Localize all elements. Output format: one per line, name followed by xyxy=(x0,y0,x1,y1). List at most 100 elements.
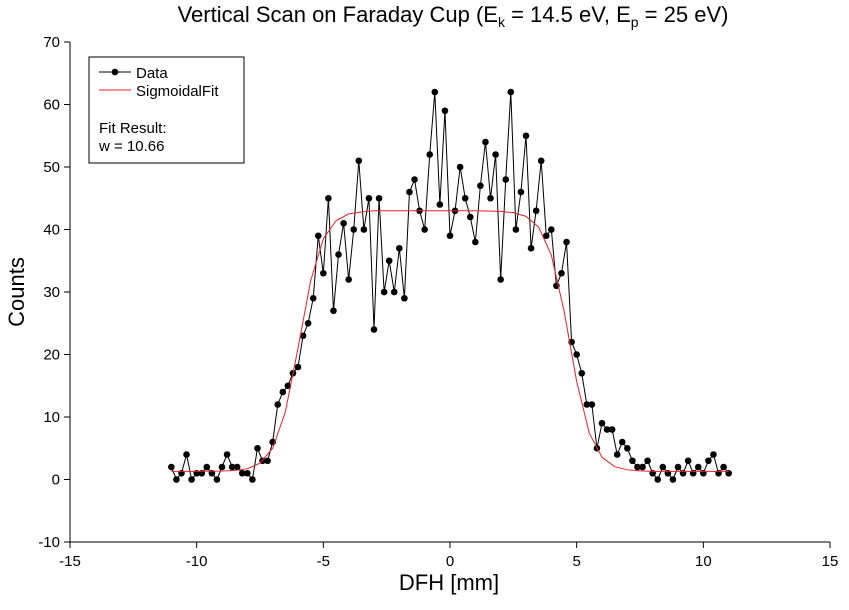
data-point xyxy=(218,463,226,471)
data-point xyxy=(375,194,383,202)
data-point xyxy=(264,457,271,465)
data-point xyxy=(390,288,398,296)
legend: Data SigmoidalFit Fit Result: w = 10.66 xyxy=(88,56,245,164)
x-tick-label: -5 xyxy=(317,553,330,570)
chart-title: Vertical Scan on Faraday Cup (Ek = 14.5 … xyxy=(178,2,729,30)
data-point xyxy=(710,451,717,458)
data-point xyxy=(365,194,373,202)
data-point xyxy=(304,319,312,327)
data-point xyxy=(233,463,241,471)
data-point xyxy=(314,232,322,240)
series-line xyxy=(170,91,730,481)
data-point xyxy=(472,238,479,246)
data-point xyxy=(674,463,682,471)
data-point xyxy=(461,194,469,202)
data-point xyxy=(406,188,413,196)
data-point xyxy=(228,463,236,471)
data-point xyxy=(325,194,332,202)
data-point xyxy=(624,444,631,452)
data-point xyxy=(669,476,677,483)
data-point xyxy=(502,176,510,183)
data-point xyxy=(563,238,570,246)
data-point xyxy=(588,401,596,408)
data-point xyxy=(401,294,408,302)
data-point xyxy=(583,401,591,408)
data-point xyxy=(355,157,363,165)
data-point xyxy=(482,138,489,146)
y-tick-label: 10 xyxy=(43,409,60,426)
x-tick-label: 5 xyxy=(572,553,580,570)
y-tick-label: 40 xyxy=(43,222,60,239)
title-part: = 25 eV) xyxy=(639,2,729,27)
x-tick-label: -15 xyxy=(59,553,81,570)
data-point xyxy=(335,251,342,258)
data-point xyxy=(522,132,530,140)
data-point xyxy=(634,463,641,471)
data-point xyxy=(274,401,282,408)
data-point xyxy=(548,226,555,233)
data-point xyxy=(173,476,180,483)
data-point xyxy=(203,463,211,471)
data-point xyxy=(238,469,246,477)
data-point xyxy=(477,182,484,190)
data-point xyxy=(279,388,287,396)
data-point xyxy=(284,382,292,390)
data-point xyxy=(517,188,525,196)
data-point xyxy=(244,469,251,477)
data-point xyxy=(431,88,439,96)
data-point xyxy=(613,451,621,458)
y-tick-label: 20 xyxy=(43,347,60,364)
y-tick-label: 30 xyxy=(43,284,60,301)
annotation: w = 10.66 xyxy=(98,138,164,155)
title-subscript: p xyxy=(631,14,639,30)
data-point xyxy=(705,457,712,465)
data-point xyxy=(340,219,347,227)
data-point xyxy=(168,463,175,471)
data-point xyxy=(223,451,231,458)
data-point xyxy=(558,269,565,277)
y-tick-label: 0 xyxy=(52,472,60,489)
data-point xyxy=(644,457,651,465)
title-part: = 14.5 eV, E xyxy=(505,2,631,27)
data-point xyxy=(330,307,337,315)
data-point xyxy=(411,176,418,183)
data-point xyxy=(507,88,515,96)
data-point xyxy=(487,194,494,202)
data-point xyxy=(573,351,580,358)
data-point xyxy=(254,444,261,452)
y-tick-label: 50 xyxy=(43,159,60,176)
data-point xyxy=(426,151,434,158)
data-point xyxy=(578,369,586,377)
data-point xyxy=(183,451,190,458)
x-tick-label: 10 xyxy=(695,553,712,570)
x-tick-label: -10 xyxy=(186,553,208,570)
x-axis-label: DFH [mm] xyxy=(399,570,499,595)
data-point xyxy=(527,244,535,252)
data-point xyxy=(213,476,221,483)
data-point xyxy=(654,476,662,483)
data-point xyxy=(309,294,317,302)
x-tick-label: 0 xyxy=(446,553,454,570)
data-point xyxy=(188,476,195,483)
data-point xyxy=(320,269,327,277)
annotation: Fit Result: xyxy=(99,120,167,137)
data-point xyxy=(659,463,667,471)
data-point xyxy=(456,163,464,171)
data-point xyxy=(629,457,636,465)
series-line xyxy=(171,210,729,472)
data-point xyxy=(380,288,388,296)
data-point xyxy=(598,419,606,427)
title-part: Vertical Scan on Faraday Cup (E xyxy=(178,2,498,27)
y-tick-label: 60 xyxy=(43,97,60,114)
data-point xyxy=(396,244,403,252)
data-point xyxy=(639,463,646,471)
data-point xyxy=(385,257,393,265)
legend-label: SigmoidalFit xyxy=(136,83,219,100)
title-subscript: k xyxy=(498,14,506,30)
data-point xyxy=(532,207,540,215)
data-point xyxy=(492,151,499,158)
data-point xyxy=(603,426,611,433)
data-point xyxy=(720,463,727,471)
x-tick-label: 15 xyxy=(822,553,839,570)
